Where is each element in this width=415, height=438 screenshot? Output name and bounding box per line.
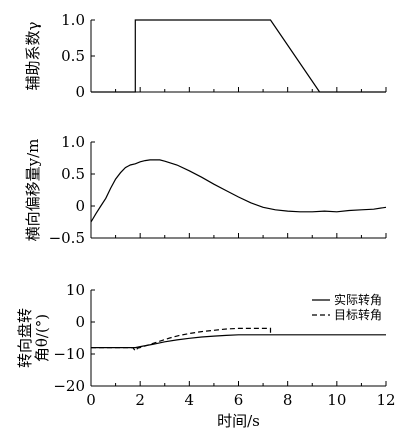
y-axis-label: 辅助系数γ	[24, 21, 42, 90]
legend-label: 实际转角	[334, 292, 382, 307]
chart-panels: 1.0 0.5 0 辅助系数γ 1.0 0.5 0 −0.5 横向偏移量y/m 10 0 −10 −20…	[16, 11, 396, 430]
y-tick-label: 0	[75, 83, 85, 101]
x-tick-label: 10	[327, 391, 346, 409]
y-tick-label: 10	[66, 281, 85, 299]
y-tick-label: 0.5	[61, 47, 85, 65]
series-line-named	[91, 327, 272, 352]
series-line-1	[91, 19, 386, 93]
y-tick-label: −0.5	[49, 229, 85, 247]
series-line-1	[90, 159, 387, 223]
panel-2: 1.0 0.5 0 −0.5 横向偏移量y/m	[24, 133, 387, 247]
y-axis-label: 横向偏移量y/m	[24, 139, 42, 242]
x-tick-label: 4	[185, 391, 195, 409]
x-tick-label: 2	[135, 391, 145, 409]
y-tick-label: 0.5	[61, 165, 85, 183]
x-tick-label: 0	[86, 391, 96, 409]
x-axis-label: 时间/s	[217, 412, 260, 430]
y-axis-label-line: 转向盘转	[16, 308, 34, 368]
x-tick-label: 12	[376, 391, 395, 409]
y-tick-label: 1.0	[61, 11, 85, 29]
y-tick-label: −20	[53, 377, 85, 395]
y-tick-label: −10	[53, 345, 85, 363]
x-tick-label: 8	[283, 391, 293, 409]
y-tick-label: 1.0	[61, 133, 85, 151]
panel-1: 1.0 0.5 0 辅助系数γ	[24, 11, 387, 101]
series-line-named	[91, 334, 386, 349]
y-tick-label: 0	[75, 313, 85, 331]
y-axis-label-line: 角θ/(°)	[33, 314, 51, 362]
x-tick-label: 6	[234, 391, 244, 409]
y-tick-label: 0	[75, 197, 85, 215]
legend-label: 目标转角	[334, 307, 382, 322]
